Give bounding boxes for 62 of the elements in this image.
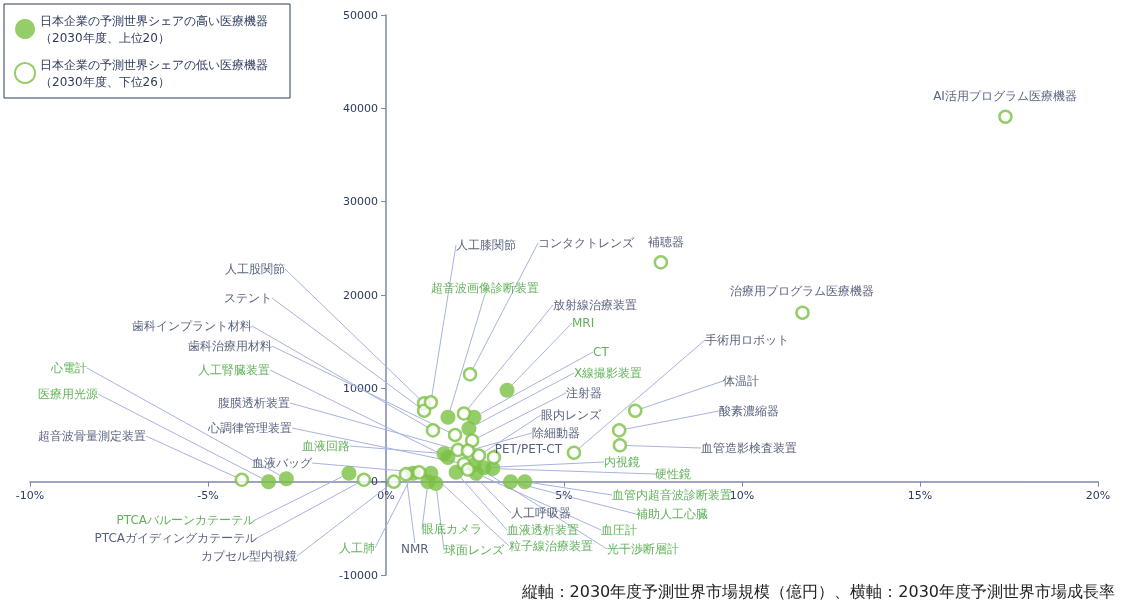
data-label: 血圧計 (601, 523, 637, 537)
data-label: ステント (224, 291, 272, 305)
data-label: 注射器 (566, 386, 602, 400)
data-label: 歯科治療用材料 (188, 339, 272, 353)
data-label: 医療用光源 (38, 387, 98, 401)
data-label: 超音波画像診断装置 (431, 281, 539, 295)
data-label: 球面レンズ (444, 543, 505, 557)
data-label: 眼底カメラ (422, 522, 482, 536)
data-label: 眼内レンズ (541, 408, 602, 422)
y-tick-label: 30000 (343, 195, 378, 209)
x-tick-label: 0% (377, 488, 395, 502)
data-label: PET/PET-CT (494, 442, 563, 456)
data-label: 心調律管理装置 (207, 421, 292, 435)
data-label: 粒子線治療装置 (509, 539, 593, 553)
text: 縦軸：2030年度予測世界市場規模（億円）、横軸：2030年度予測世界市場成長率 (520, 581, 1115, 601)
legend-label: 日本企業の予測世界シェアの低い医療機器（2030年度、下位26） (40, 57, 268, 89)
data-label: 光干渉断層計 (607, 542, 679, 556)
data-label: AI活用プログラム医療機器 (933, 89, 1077, 103)
data-label: 手術用ロボット (705, 333, 789, 347)
data-label: X線撮影装置 (574, 366, 643, 380)
y-tick-label: 50000 (343, 8, 378, 22)
data-label: 血管内超音波診断装置 (612, 488, 732, 502)
data-label: コンタクトレンズ (538, 236, 635, 250)
y-tick-label: -10000 (339, 568, 378, 582)
data-label: 補助人工心臓 (636, 507, 708, 521)
y-tick-label: 20000 (343, 288, 378, 302)
data-label: CT (593, 345, 610, 359)
data-label: 血液透析装置 (507, 523, 579, 537)
legend-label: 日本企業の予測世界シェアの高い医療機器（2030年度、上位20） (40, 13, 268, 45)
data-label: 除細動器 (532, 426, 580, 440)
y-tick-label: 40000 (343, 101, 378, 115)
data-label: 人工肺 (339, 541, 375, 555)
data-label: 人工腎臓装置 (198, 363, 270, 377)
y-tick-label: 0 (371, 475, 378, 489)
data-label: 放射線治療装置 (553, 298, 637, 312)
data-label: 硬性鏡 (655, 467, 691, 481)
data-label: 血液バッグ (252, 456, 313, 470)
x-tick-label: 5% (555, 488, 573, 502)
data-label: 人工膝関節 (456, 238, 516, 252)
data-label: 人工呼吸器 (511, 506, 571, 520)
data-label: 血管造影検査装置 (701, 441, 797, 455)
x-tick-label: -10% (15, 488, 45, 502)
data-label: MRI (572, 316, 595, 330)
data-label: 歯科インプラント材料 (132, 319, 252, 333)
data-label: NMR (401, 542, 429, 556)
data-label: 心電計 (50, 361, 87, 375)
data-label: PTCAガイディングカテーテル (94, 531, 257, 545)
data-label: 人工股関節 (225, 262, 285, 276)
data-label: 腹膜透析装置 (218, 396, 290, 410)
data-label: PTCAバルーンカテーテル (116, 513, 255, 527)
data-label: 酸素濃縮器 (719, 404, 779, 418)
data-label: 内視鏡 (604, 455, 640, 469)
data-label: 体温計 (723, 374, 759, 388)
x-tick-label: 20% (1085, 488, 1111, 502)
x-tick-label: 15% (907, 488, 933, 502)
data-label: 超音波骨量測定装置 (38, 429, 146, 443)
data-label: 治療用プログラム医療機器 (730, 284, 874, 298)
y-tick-label: 10000 (343, 381, 378, 395)
data-label: 補聴器 (648, 235, 684, 249)
data-label: 血液回路 (302, 439, 350, 453)
data-label: カプセル型内視鏡 (201, 549, 297, 563)
x-tick-label: -5% (197, 488, 219, 502)
